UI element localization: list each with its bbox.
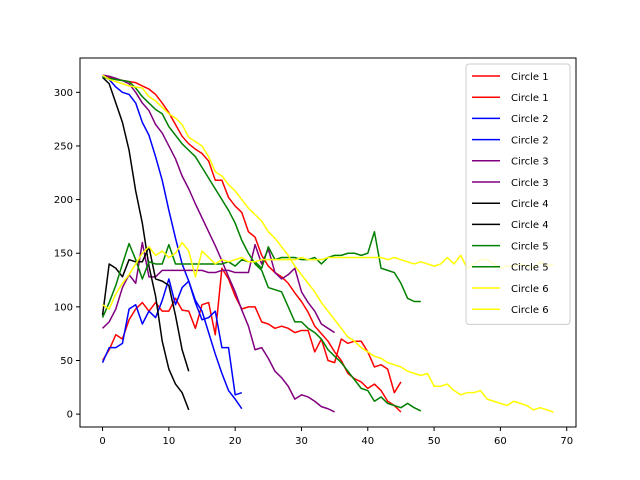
x-tick-label: 50	[428, 436, 441, 447]
series-line-1	[102, 74, 402, 413]
y-tick-label: 250	[54, 141, 73, 152]
legend: Circle 1 Circle 1 Circle 2 Circle 2 Circle 3…	[465, 63, 571, 325]
legend-label: Circle 3	[511, 178, 549, 189]
legend-label: Circle 2	[511, 114, 549, 125]
x-tick-label: 10	[162, 436, 175, 447]
y-tick-label: 50	[60, 356, 73, 367]
y-axis: 0 50 100 150 200 250 300	[54, 88, 80, 421]
legend-label: Circle 4	[511, 199, 549, 210]
series-line-4	[101, 278, 243, 396]
legend-label: Circle 2	[511, 135, 549, 146]
x-tick-label: 30	[295, 436, 308, 447]
axes-frame	[79, 57, 577, 428]
legend-label: Circle 1	[511, 93, 549, 104]
y-tick-label: 0	[67, 410, 73, 421]
y-tick-label: 200	[54, 195, 73, 206]
legend-label: Circle 4	[511, 220, 549, 231]
x-tick-label: 60	[494, 436, 507, 447]
series-line-8	[101, 246, 190, 372]
y-tick-label: 150	[54, 249, 73, 260]
legend-box	[465, 63, 571, 325]
legend-label: Circle 6	[511, 305, 549, 316]
x-axis: 0 10 20 30 40 50 60 70	[99, 427, 573, 447]
legend-label: Circle 5	[511, 263, 549, 274]
plot-lines	[101, 74, 554, 413]
x-tick-label: 20	[229, 436, 242, 447]
series-line-5	[102, 74, 335, 413]
legend-label: Circle 1	[511, 72, 549, 83]
series-line-9	[102, 76, 422, 412]
series-line-3	[102, 75, 243, 410]
series-line-11	[102, 74, 554, 413]
series-line-7	[102, 76, 190, 411]
legend-label: Circle 3	[511, 157, 549, 168]
series-line-10	[101, 231, 421, 318]
x-tick-label: 70	[560, 436, 573, 447]
y-tick-label: 300	[54, 88, 73, 99]
legend-label: Circle 6	[511, 284, 549, 295]
x-tick-label: 40	[361, 436, 374, 447]
y-tick-label: 100	[54, 302, 73, 313]
series-line-2	[101, 267, 402, 394]
series-line-6	[102, 241, 336, 334]
x-tick-label: 0	[99, 436, 105, 447]
legend-label: Circle 5	[511, 241, 549, 252]
